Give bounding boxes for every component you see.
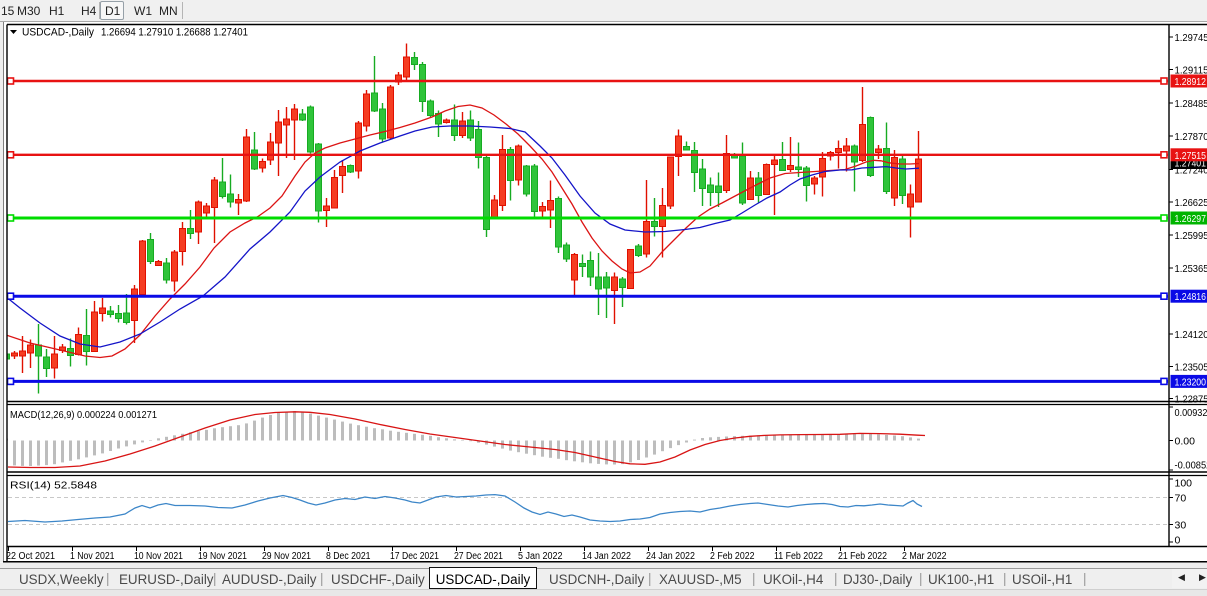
svg-text:1.24120: 1.24120 (1175, 329, 1207, 341)
svg-text:0.00: 0.00 (1175, 436, 1196, 448)
svg-text:8 Dec 2021: 8 Dec 2021 (326, 551, 371, 562)
svg-text:1.27870: 1.27870 (1175, 131, 1207, 143)
svg-text:1.22875: 1.22875 (1175, 394, 1207, 406)
svg-text:0.009322: 0.009322 (1175, 407, 1207, 419)
svg-text:5 Jan 2022: 5 Jan 2022 (518, 551, 563, 562)
svg-text:-0.008523: -0.008523 (1175, 460, 1207, 472)
svg-text:30: 30 (1175, 520, 1187, 532)
svg-text:1.27515: 1.27515 (1175, 150, 1207, 162)
svg-text:19 Nov 2021: 19 Nov 2021 (198, 551, 247, 562)
svg-text:2 Mar 2022: 2 Mar 2022 (902, 551, 947, 562)
svg-text:1.25365: 1.25365 (1175, 263, 1207, 275)
svg-text:17 Dec 2021: 17 Dec 2021 (390, 551, 439, 562)
svg-text:1.24816: 1.24816 (1175, 291, 1207, 303)
svg-text:11 Feb 2022: 11 Feb 2022 (774, 551, 823, 562)
svg-text:24 Jan 2022: 24 Jan 2022 (646, 551, 695, 562)
svg-text:70: 70 (1175, 493, 1187, 505)
svg-text:1.23505: 1.23505 (1175, 362, 1207, 374)
svg-text:29 Nov 2021: 29 Nov 2021 (262, 551, 311, 562)
svg-text:14 Jan 2022: 14 Jan 2022 (582, 551, 631, 562)
svg-text:USDCAD-,Daily: USDCAD-,Daily (22, 27, 94, 39)
svg-text:1.28912: 1.28912 (1175, 76, 1207, 88)
svg-text:100: 100 (1175, 478, 1193, 490)
svg-text:21 Feb 2022: 21 Feb 2022 (838, 551, 887, 562)
svg-text:10 Nov 2021: 10 Nov 2021 (134, 551, 183, 562)
svg-text:1.26625: 1.26625 (1175, 197, 1207, 209)
svg-text:1.26297: 1.26297 (1175, 213, 1207, 225)
svg-text:0: 0 (1175, 535, 1181, 547)
svg-text:1.26694 1.27910 1.26688 1.2740: 1.26694 1.27910 1.26688 1.27401 (101, 27, 248, 39)
svg-text:22 Oct 2021: 22 Oct 2021 (6, 551, 55, 562)
svg-text:1 Nov 2021: 1 Nov 2021 (70, 551, 115, 562)
svg-text:1.28485: 1.28485 (1175, 98, 1207, 110)
svg-text:1.25995: 1.25995 (1175, 230, 1207, 242)
svg-text:RSI(14) 52.5848: RSI(14) 52.5848 (10, 480, 97, 492)
svg-text:2 Feb 2022: 2 Feb 2022 (710, 551, 755, 562)
svg-text:27 Dec 2021: 27 Dec 2021 (454, 551, 503, 562)
svg-text:1.23200: 1.23200 (1175, 376, 1207, 388)
svg-text:1.29745: 1.29745 (1175, 32, 1207, 44)
svg-text:MACD(12,26,9) 0.000224 0.00127: MACD(12,26,9) 0.000224 0.001271 (10, 409, 157, 421)
